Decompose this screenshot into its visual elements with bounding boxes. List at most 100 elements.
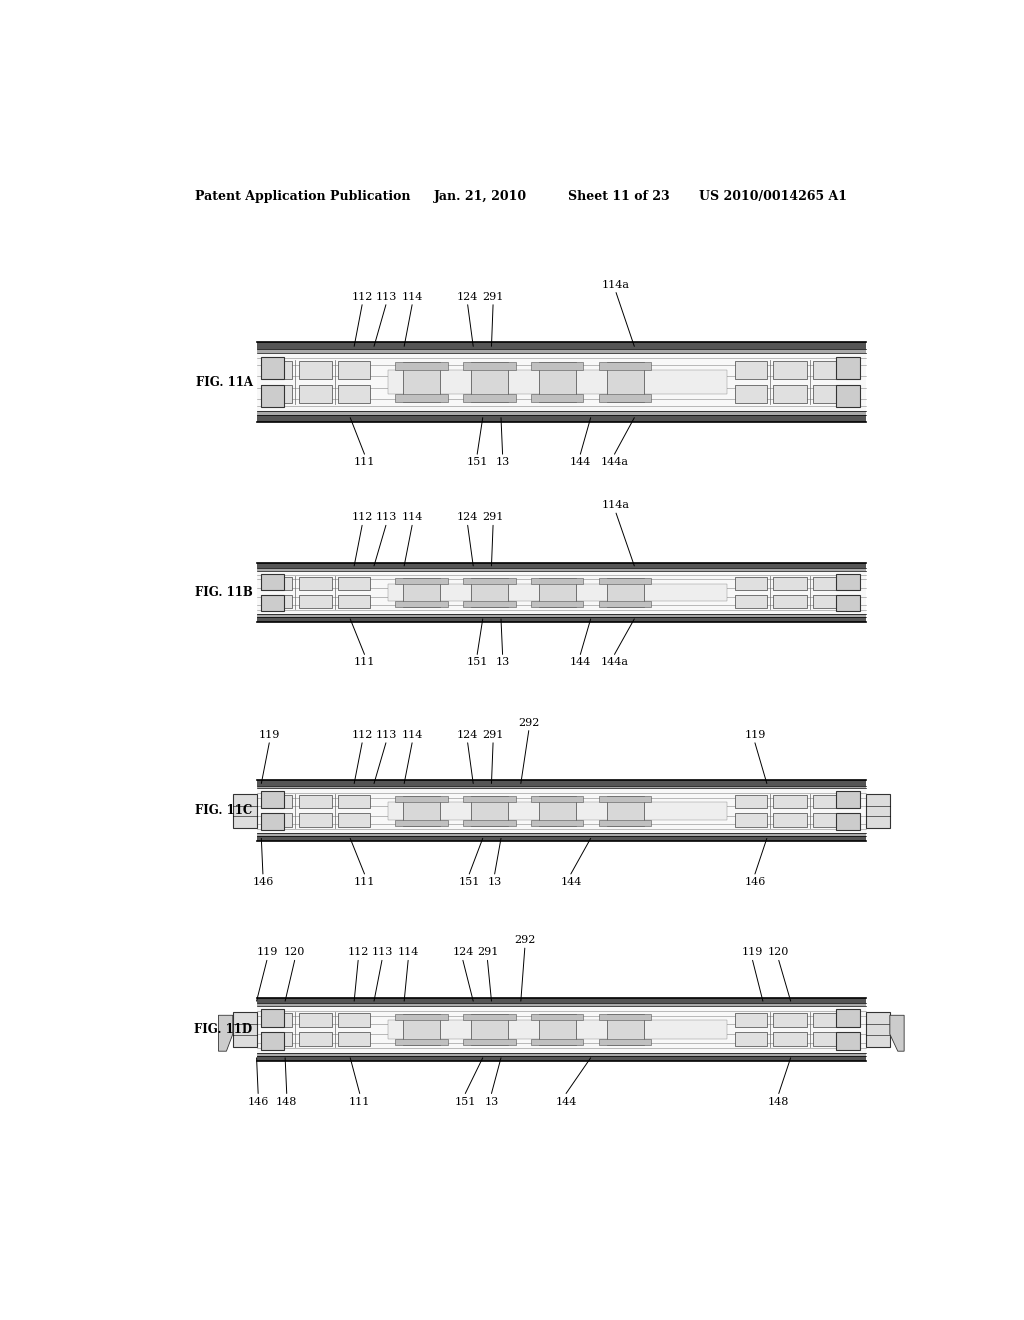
Bar [257,788,866,833]
Text: 113: 113 [375,292,396,302]
Text: 114: 114 [397,948,419,957]
Bar [299,1032,332,1045]
Text: 111: 111 [349,1097,371,1106]
Bar [866,795,890,828]
Text: 151: 151 [459,876,480,887]
Bar [463,1039,515,1045]
Text: 13: 13 [496,657,510,668]
Bar [599,601,651,607]
Text: 144a: 144a [600,457,629,467]
Bar [606,362,644,401]
Bar [836,573,860,590]
Bar [257,614,866,616]
Bar [402,362,440,401]
Bar [395,1014,447,1020]
Bar [299,595,332,607]
Bar [463,578,515,583]
Bar [735,362,767,379]
Text: 124: 124 [457,292,478,302]
Bar [836,1010,860,1027]
Bar [539,362,577,401]
Bar [257,570,866,614]
Bar [463,601,515,607]
Text: 119: 119 [744,730,766,739]
Bar [531,578,584,583]
Bar [463,796,515,801]
Text: 114: 114 [401,292,423,302]
Bar [299,385,332,403]
Text: 124: 124 [453,948,473,957]
Bar [606,578,644,607]
Bar [813,362,845,379]
Bar [836,356,860,379]
Bar [395,820,447,826]
Bar [257,342,866,348]
Bar [257,568,866,570]
Bar [299,795,332,808]
Bar [338,362,370,379]
Text: 114: 114 [401,512,423,523]
Bar [257,837,866,841]
Bar [387,583,727,601]
Text: 148: 148 [276,1097,297,1106]
Text: 124: 124 [457,512,478,523]
Bar [735,385,767,403]
Text: 291: 291 [482,292,504,302]
Bar [471,362,508,401]
Bar [260,1012,292,1027]
Bar [531,362,584,370]
Bar [257,1053,866,1056]
Bar [260,362,292,379]
Bar [338,385,370,403]
Bar [387,370,727,393]
Text: 292: 292 [514,935,536,945]
Bar [735,1032,767,1045]
Text: 291: 291 [477,948,499,957]
Text: 119: 119 [256,948,278,957]
Bar [813,595,845,607]
Text: 151: 151 [467,457,487,467]
Text: FIG. 11C: FIG. 11C [196,804,253,817]
Bar [395,1039,447,1045]
Bar [606,1014,644,1045]
Text: 151: 151 [467,657,487,668]
Bar [338,813,370,826]
Bar [260,1010,285,1027]
Text: 120: 120 [768,948,790,957]
Text: 114: 114 [401,730,423,739]
Text: 112: 112 [351,512,373,523]
Bar [463,820,515,826]
Bar [338,1032,370,1045]
Bar [599,393,651,401]
Bar [471,1014,508,1045]
Bar [299,362,332,379]
Bar [599,578,651,583]
Bar [402,578,440,607]
Bar [836,792,860,808]
Bar [463,362,515,370]
Text: 124: 124 [457,730,478,739]
Bar [813,1032,845,1045]
Bar [260,813,285,830]
Text: 146: 146 [252,876,273,887]
Text: 13: 13 [487,876,502,887]
Bar [257,414,866,421]
Bar [531,393,584,401]
Bar [257,998,866,1003]
Text: 120: 120 [284,948,305,957]
Bar [773,362,807,379]
Bar [813,385,845,403]
Bar [539,578,577,607]
Bar [260,595,285,611]
Bar [773,1012,807,1027]
Bar [260,1032,292,1045]
Bar [338,577,370,590]
Bar [257,785,866,788]
Bar [836,385,860,408]
Bar [599,1014,651,1020]
Bar [402,1014,440,1045]
Bar [257,562,866,568]
Bar [402,796,440,826]
Text: 13: 13 [496,457,510,467]
Bar [813,1012,845,1027]
